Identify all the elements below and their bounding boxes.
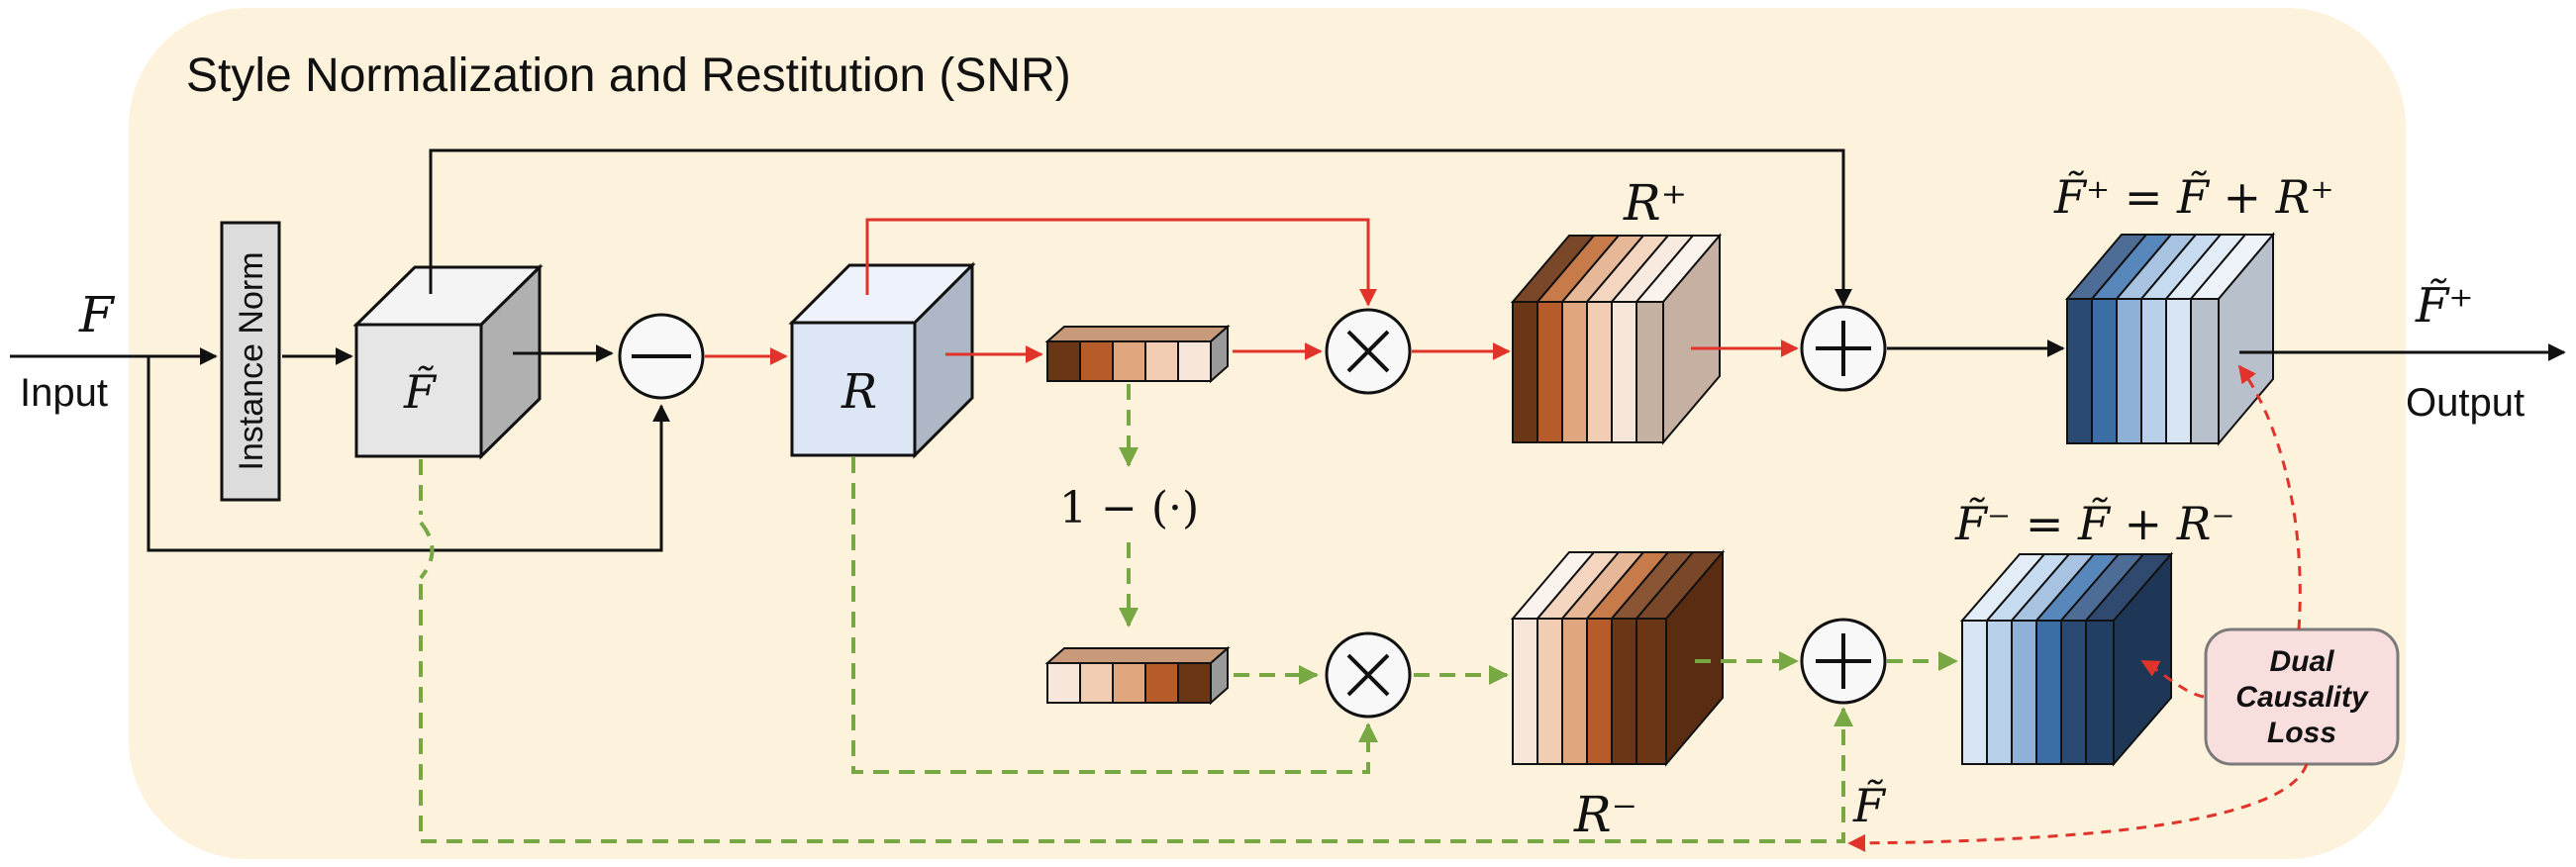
output-label: Output: [2406, 381, 2525, 425]
instance-norm-box: [220, 221, 281, 502]
f-tilde-bottom-label: F̃: [1852, 779, 1887, 832]
r-to-multiply-bottom-line: [851, 457, 1378, 774]
r-minus-block: [1510, 549, 1726, 767]
times-circle-icon: [1325, 631, 1412, 719]
r-label: R: [841, 364, 877, 420]
minus-circle-icon: [618, 313, 705, 400]
ftilde-skip-line: [429, 148, 1852, 307]
input-symbol: F: [78, 286, 116, 343]
plus-circle-icon: [1800, 618, 1887, 705]
r-plus-label: R⁺: [1623, 174, 1687, 232]
f-tilde-cube: [352, 263, 544, 460]
loss-to-fminus-arrow: [2140, 659, 2205, 699]
top-mask-vector: [1044, 324, 1231, 384]
f-plus-block: [2064, 232, 2276, 446]
f-minus-equation: F̃⁻ = F̃ + R⁻: [1954, 497, 2235, 550]
r-cube: [788, 261, 976, 459]
loss-to-ftilde-arrow: [1847, 763, 2309, 852]
f-minus-block: [1959, 551, 2174, 767]
f-plus-equation: F̃⁺ = F̃ + R⁺: [2053, 170, 2334, 224]
diagram-title: Style Normalization and Restitution (SNR…: [186, 49, 1071, 102]
dual-causality-loss-box: [2204, 627, 2400, 766]
times-circle-icon: [1325, 308, 1412, 395]
input-skip-line: [147, 356, 670, 552]
r-to-multiply-top-line: [865, 218, 1377, 307]
plus-circle-icon: [1800, 305, 1887, 392]
output-symbol: F̃⁺: [2415, 276, 2474, 334]
loss-line-3: Loss: [2267, 717, 2336, 749]
r-minus-label: R⁻: [1573, 786, 1637, 843]
instance-norm-label: Instance Norm: [233, 251, 270, 470]
r-plus-block: [1510, 233, 1723, 445]
one-minus-label: 1 − (·): [1059, 483, 1199, 533]
f-tilde-label: F̃: [403, 365, 438, 419]
bottom-mask-vector: [1044, 645, 1231, 706]
loss-line-1: Dual: [2269, 645, 2334, 678]
loss-to-fplus-arrow: [2237, 364, 2302, 630]
ftilde-bottom-route-line: [419, 584, 1853, 843]
loss-line-2: Causality: [2235, 681, 2369, 714]
ftilde-crossing-hop: [419, 521, 435, 580]
input-label: Input: [20, 371, 108, 415]
